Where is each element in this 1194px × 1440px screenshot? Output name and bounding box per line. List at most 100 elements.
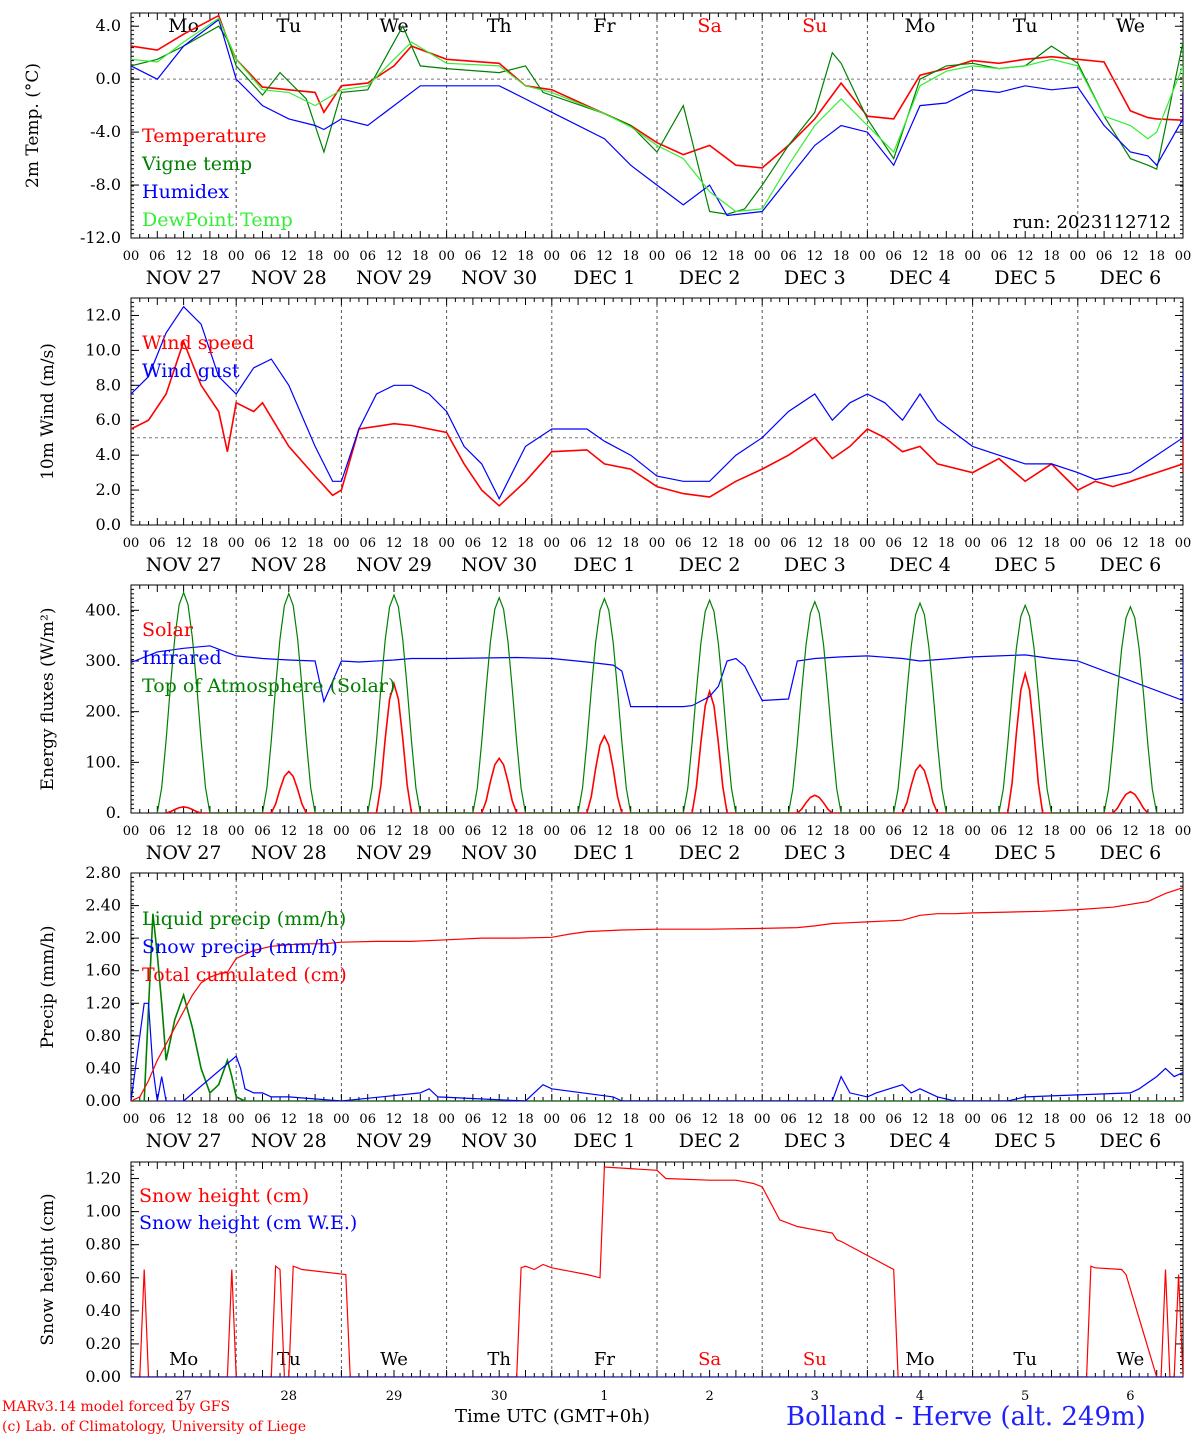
y-tick-label: 12.0 — [85, 305, 121, 324]
legend-entry: Wind gust — [142, 360, 240, 382]
date-label: NOV 30 — [461, 554, 537, 576]
hour-tick-label: 06 — [359, 1112, 376, 1127]
hour-tick-label: 18 — [202, 249, 219, 264]
hour-tick-label: 12 — [807, 1112, 824, 1127]
hour-tick-label: 00 — [964, 536, 981, 551]
hour-tick-label: 00 — [859, 536, 876, 551]
date-label: DEC 1 — [574, 842, 636, 864]
y-tick-label: 100. — [85, 752, 121, 771]
hour-tick-label: 18 — [728, 1112, 745, 1127]
chart-panel-5: 1.20 1.00 0.80 0.60 0.40 0.20 0.00 Snow height … — [38, 1161, 1184, 1404]
hour-tick-label: 00 — [754, 824, 771, 839]
date-label: NOV 29 — [356, 1130, 432, 1152]
y-tick-label: 10.0 — [85, 340, 121, 359]
y-tick-label: 0.80 — [85, 1235, 121, 1254]
hour-tick-label: 06 — [991, 824, 1008, 839]
hour-tick-label: 06 — [1096, 1112, 1113, 1127]
date-label: DEC 5 — [994, 267, 1056, 289]
hour-tick-label: 18 — [517, 249, 534, 264]
hour-tick-label: 12 — [912, 249, 929, 264]
legend-entry: Infrared — [142, 647, 222, 669]
hour-tick-label: 00 — [544, 536, 561, 551]
date-label: NOV 28 — [251, 842, 327, 864]
hour-tick-label: 12 — [701, 249, 718, 264]
y-tick-label: 8.0 — [96, 375, 121, 394]
date-label: DEC 4 — [889, 554, 951, 576]
hour-tick-label: 06 — [780, 1112, 797, 1127]
weekday-label: Mo — [905, 1349, 934, 1370]
weekday-label: Tu — [1013, 15, 1038, 37]
date-label: DEC 3 — [784, 842, 846, 864]
legend-entry: Top of Atmosphere (Solar) — [142, 675, 395, 697]
hour-tick-label: 18 — [517, 536, 534, 551]
hour-tick-label: 00 — [1175, 536, 1192, 551]
legend-entry: Total cumulated (cm) — [142, 964, 347, 986]
date-label: NOV 29 — [356, 554, 432, 576]
hour-tick-label: 12 — [807, 824, 824, 839]
hour-tick-label: 12 — [596, 536, 613, 551]
legend-entry: Liquid precip (mm/h) — [142, 908, 346, 930]
series-infrared-line — [131, 645, 1183, 708]
date-label: DEC 2 — [679, 1130, 741, 1152]
legend-entry: Wind speed — [142, 332, 254, 354]
hour-tick-label: 06 — [465, 1112, 482, 1127]
hour-tick-label: 18 — [1043, 824, 1060, 839]
hour-tick-label: 12 — [281, 824, 298, 839]
date-label: DEC 1 — [574, 267, 636, 289]
y-axis-label: 2m Temp. (°C) — [23, 63, 43, 188]
series-vigne-temp-line — [131, 24, 1183, 215]
date-label: DEC 5 — [994, 554, 1056, 576]
hour-tick-label: 12 — [1017, 536, 1034, 551]
hour-tick-label: 18 — [833, 1112, 850, 1127]
series-dewpoint-temp-line — [131, 17, 1183, 213]
weekday-label: Tu — [276, 15, 301, 37]
hour-tick-label: 12 — [281, 249, 298, 264]
y-tick-label: 200. — [85, 702, 121, 721]
weekday-label: We — [1117, 1349, 1145, 1370]
hour-tick-label: 12 — [1122, 1112, 1139, 1127]
date-label: NOV 30 — [461, 1130, 537, 1152]
hour-tick-label: 06 — [991, 1112, 1008, 1127]
chart-panel-3: 400. 300. 200. 100. 0. Energy fluxes (W/m²) 00… — [38, 584, 1191, 864]
hour-tick-label: 12 — [1017, 249, 1034, 264]
weekday-label: Th — [487, 1349, 511, 1370]
y-axis-label: 10m Wind (m/s) — [38, 343, 58, 480]
hour-tick-label: 12 — [281, 536, 298, 551]
hour-tick-label: 18 — [938, 536, 955, 551]
series-group — [131, 305, 1183, 507]
weekday-label: Fr — [593, 15, 616, 37]
hour-tick-label: 06 — [149, 536, 166, 551]
hour-tick-label: 00 — [754, 536, 771, 551]
hour-tick-label: 18 — [307, 1112, 324, 1127]
hour-tick-label: 00 — [964, 1112, 981, 1127]
hour-tick-label: 00 — [123, 536, 140, 551]
hour-tick-label: 06 — [465, 824, 482, 839]
hour-tick-label: 18 — [833, 536, 850, 551]
y-tick-label: -12.0 — [80, 228, 121, 247]
hour-tick-label: 06 — [885, 249, 902, 264]
hour-tick-label: 12 — [175, 249, 192, 264]
hour-tick-label: 18 — [1043, 536, 1060, 551]
legend-entry: Solar — [142, 619, 194, 641]
hour-tick-label: 00 — [964, 249, 981, 264]
y-tick-label: 300. — [85, 651, 121, 670]
hour-tick-label: 00 — [754, 249, 771, 264]
hour-tick-label: 12 — [386, 824, 403, 839]
hour-tick-label: 06 — [570, 536, 587, 551]
hour-tick-label: 12 — [491, 1112, 508, 1127]
hour-tick-label: 06 — [885, 1112, 902, 1127]
hour-tick-label: 00 — [964, 824, 981, 839]
hour-tick-label: 12 — [701, 824, 718, 839]
chart-panel-2: 12.0 10.0 8.0 6.0 4.0 2.0 0.0 10m Wind (m/s) 00 0… — [38, 297, 1192, 576]
hour-tick-label: 18 — [202, 1112, 219, 1127]
hour-tick-label: 06 — [254, 249, 271, 264]
series-group — [131, 1166, 1183, 1377]
hour-tick-label: 06 — [885, 824, 902, 839]
y-tick-label: 1.20 — [85, 993, 121, 1012]
day-number-label: 28 — [281, 1389, 298, 1404]
hour-tick-label: 00 — [438, 1112, 455, 1127]
date-label: NOV 27 — [146, 1130, 222, 1152]
hour-tick-label: 00 — [228, 1112, 245, 1127]
legend-entry: Snow height (cm W.E.) — [139, 1212, 357, 1234]
